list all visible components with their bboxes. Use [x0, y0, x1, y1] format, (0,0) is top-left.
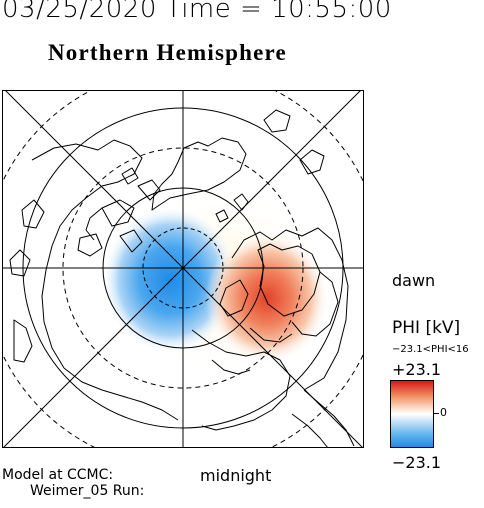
legend-quantity-label: PHI [kV]	[392, 318, 461, 338]
positive-potential-cell	[205, 232, 329, 364]
coastlines	[9, 109, 355, 448]
polar-potential-map	[2, 90, 364, 448]
midnight-label: midnight	[200, 466, 272, 485]
model-run-label: Weimer_05 Run:	[30, 483, 145, 499]
colorbar-zero-tick	[434, 413, 439, 414]
map-frame	[2, 90, 364, 448]
dawn-label: dawn	[392, 271, 436, 290]
hemisphere-title: Northern Hemisphere	[48, 40, 287, 65]
potential-colorbar	[390, 380, 434, 448]
legend-min-label: −23.1	[392, 453, 442, 472]
legend-max-label: +23.1	[392, 360, 442, 379]
timestamp-title: 03/25/2020 Time = 10:55:00	[2, 0, 392, 24]
legend-range-text: −23.1<PHI<16	[392, 344, 469, 355]
legend-zero-label: 0	[440, 406, 447, 419]
model-source-label: Model at CCMC:	[2, 467, 114, 483]
negative-potential-cell	[102, 206, 238, 354]
